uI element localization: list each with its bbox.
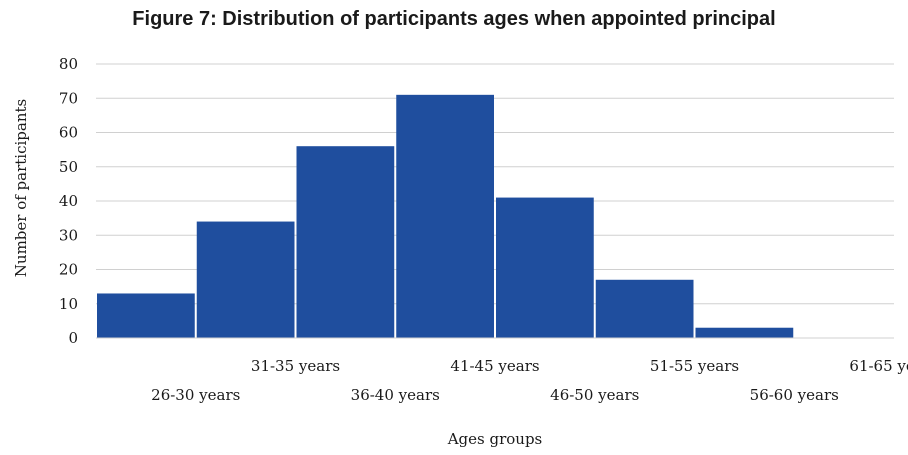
y-tick-label: 60 [59,124,78,142]
y-tick-label: 30 [59,226,78,244]
x-axis-categories: 26-30 years 31-35 years 36-40 years 41-45 y… [151,357,908,404]
y-tick-label: 20 [59,261,78,279]
bar [695,327,794,338]
y-tick-label: 10 [59,295,78,313]
y-tick-label: 50 [59,158,78,176]
x-category-label: 51-55 years [650,357,739,375]
bar [496,197,594,338]
bar [296,146,395,338]
x-category-label: 61-65 years [849,357,908,375]
y-tick-label: 80 [59,55,78,73]
chart-title: Figure 7: Distribution of participants a… [132,8,776,30]
bar [196,221,295,338]
x-category-label: 36-40 years [351,386,440,404]
y-tick-label: 40 [59,192,78,210]
x-category-label: 41-45 years [450,357,539,375]
bar [595,279,694,338]
x-category-label: 46-50 years [550,386,639,404]
x-category-label: 31-35 years [251,357,340,375]
gridlines [96,63,894,305]
bars [97,94,794,338]
y-tick-label: 70 [59,89,78,107]
x-category-label: 26-30 years [151,386,240,404]
y-axis-label: Number of participants [12,99,30,277]
x-axis-label: Ages groups [447,430,543,448]
x-category-label: 56-60 years [750,386,839,404]
bar [396,94,494,338]
y-tick-label: 0 [68,329,78,347]
bar [97,293,195,338]
y-axis-ticks: 0 10 20 30 40 50 60 70 80 [59,55,78,347]
